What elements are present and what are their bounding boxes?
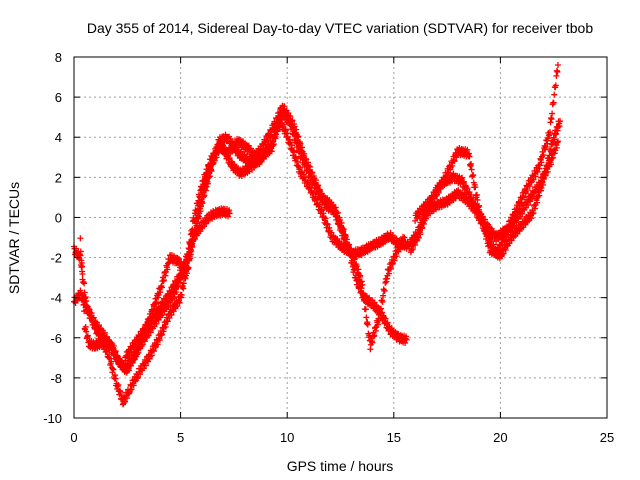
y-tick-label: -10 [43, 411, 62, 426]
x-tick-label: 20 [493, 430, 507, 445]
x-axis-label: GPS time / hours [287, 458, 394, 474]
data-series-6 [412, 118, 564, 262]
y-tick-label: -4 [50, 291, 62, 306]
y-tick-label: 2 [55, 170, 62, 185]
x-tick-label: 5 [177, 430, 184, 445]
y-tick-label: -8 [50, 371, 62, 386]
y-axis-label: SDTVAR / TECUs [6, 182, 22, 294]
y-tick-label: -2 [50, 251, 62, 266]
y-tick-label: 0 [55, 210, 62, 225]
x-tick-label: 10 [280, 430, 294, 445]
axis-ticks: 0 5 10 15 20 25 -10 -8 -6 -4 -2 0 2 4 6 8 [43, 50, 614, 445]
data-points [71, 62, 564, 408]
grid-lines [74, 57, 607, 418]
x-tick-label: 15 [387, 430, 401, 445]
x-tick-label: 0 [70, 430, 77, 445]
data-series-3 [77, 104, 408, 376]
series-markers [412, 118, 564, 262]
y-tick-label: 8 [55, 50, 62, 65]
y-tick-label: -6 [50, 331, 62, 346]
series-markers [77, 104, 408, 376]
x-tick-label: 25 [600, 430, 614, 445]
plot-frame [73, 56, 608, 419]
chart-title: Day 355 of 2014, Sidereal Day-to-day VTE… [87, 20, 594, 36]
y-tick-label: 6 [55, 90, 62, 105]
y-tick-label: 4 [55, 130, 62, 145]
